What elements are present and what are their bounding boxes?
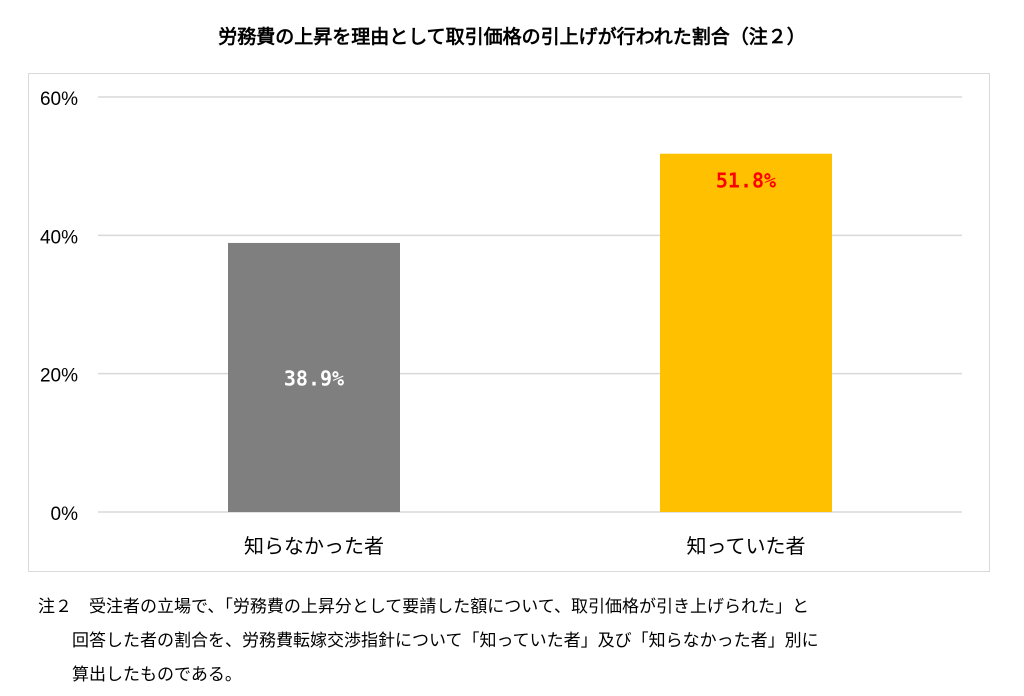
chart-title: 労務費の上昇を理由として取引価格の引上げが行われた割合（注２）: [218, 26, 806, 48]
y-tick-label: 0%: [51, 504, 79, 525]
bar: [660, 153, 832, 512]
y-tick-label: 20%: [40, 366, 78, 387]
note-line-1: 注２ 受注者の立場で、「労務費の上昇分として要請した額について、取引価格が引き上…: [38, 597, 809, 617]
y-tick-label: 60%: [40, 89, 78, 110]
note-line-2: 回答した者の割合を、労務費転嫁交渉指針について「知っていた者」及び「知らなかった…: [72, 631, 819, 651]
data-label: 51.8%: [716, 169, 776, 193]
chart-area: [28, 73, 990, 572]
x-tick-label: 知らなかった者: [244, 534, 384, 558]
x-tick-label: 知っていた者: [687, 534, 806, 558]
data-label: 38.9%: [284, 366, 344, 390]
note-line-3: 算出したものである。: [72, 665, 242, 685]
y-tick-label: 40%: [40, 227, 78, 248]
bar: [228, 242, 400, 513]
bar-chart: 0% 20% 40% 60% 38.9% 知らなかった者 51.8% 知っていた者: [40, 89, 962, 558]
